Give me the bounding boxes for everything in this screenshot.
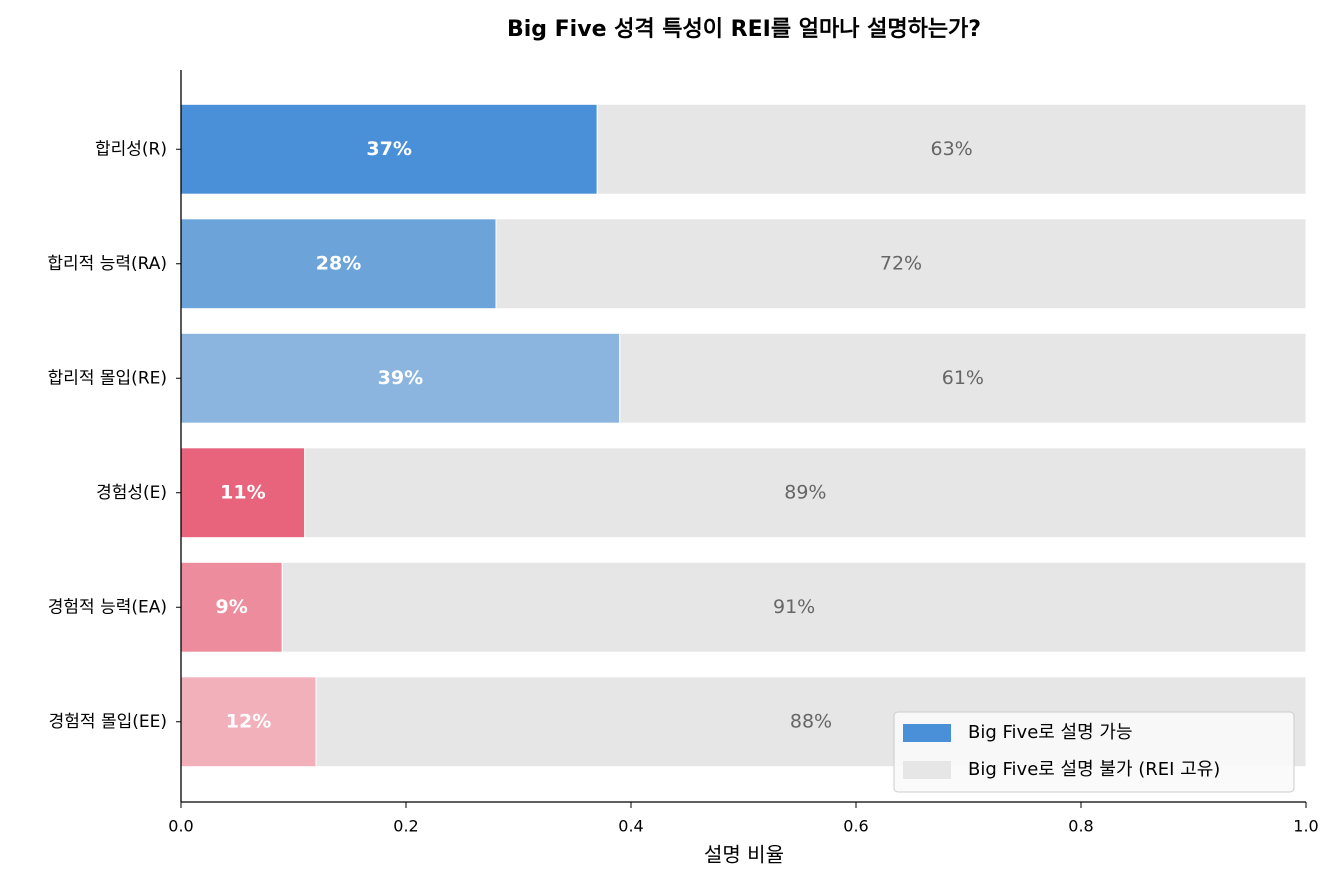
value-label: 72%	[880, 252, 922, 274]
chart-title: Big Five 성격 특성이 REI를 얼마나 설명하는가?	[507, 17, 981, 42]
legend-swatch	[903, 724, 951, 742]
legend-label: Big Five로 설명 불가 (REI 고유)	[968, 759, 1220, 780]
value-label: 39%	[378, 367, 423, 389]
bar-segment	[180, 332, 621, 424]
x-tick-label: 0.4	[618, 817, 643, 836]
legend-label: Big Five로 설명 가능	[968, 722, 1133, 743]
bar-segment	[619, 332, 1307, 424]
bar-segment	[180, 103, 598, 195]
bar-segment	[180, 676, 317, 768]
value-label: 63%	[931, 138, 973, 160]
value-label: 91%	[773, 596, 815, 618]
value-label: 37%	[366, 138, 411, 160]
value-label: 88%	[790, 710, 832, 732]
value-label: 12%	[226, 710, 271, 732]
x-tick-label: 0.0	[168, 817, 193, 836]
x-tick-label: 0.6	[843, 817, 868, 836]
value-label: 11%	[220, 481, 265, 503]
legend-swatch	[903, 761, 951, 779]
bar-segment	[180, 447, 306, 539]
y-tick-label: 경험적 몰입(EE)	[49, 712, 167, 732]
legend: Big Five로 설명 가능 Big Five로 설명 불가 (REI 고유)	[893, 711, 1295, 793]
bar-segment	[596, 103, 1307, 195]
legend-box	[893, 711, 1295, 793]
bar-segment	[180, 561, 283, 653]
value-label: 28%	[316, 252, 361, 274]
x-axis-label: 설명 비율	[704, 843, 784, 867]
x-tick-label: 1.0	[1293, 817, 1318, 836]
bar-segment	[304, 447, 1307, 539]
value-label: 89%	[784, 481, 826, 503]
x-tick-label: 0.2	[393, 817, 418, 836]
y-tick-label: 경험성(E)	[96, 483, 167, 503]
x-tick-label: 0.8	[1068, 817, 1093, 836]
y-tick-label: 합리성(R)	[95, 139, 167, 159]
value-label: 61%	[942, 367, 984, 389]
bar-segment	[281, 561, 1307, 653]
y-tick-label: 합리적 몰입(RE)	[48, 368, 167, 388]
value-label: 9%	[215, 596, 247, 618]
y-tick-label: 경험적 능력(EA)	[48, 597, 167, 617]
y-tick-label: 합리적 능력(RA)	[47, 254, 167, 274]
bar-segment	[495, 218, 1307, 310]
